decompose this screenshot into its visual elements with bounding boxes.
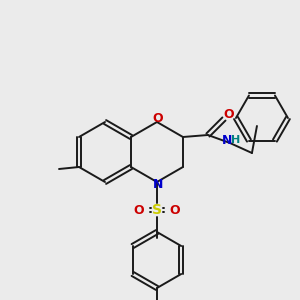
Text: N: N <box>222 134 232 146</box>
Text: O: O <box>224 109 234 122</box>
Text: O: O <box>153 112 163 124</box>
Text: O: O <box>169 203 180 217</box>
Text: H: H <box>231 135 241 145</box>
Text: N: N <box>153 178 163 191</box>
Text: S: S <box>152 203 162 217</box>
Text: O: O <box>134 203 144 217</box>
